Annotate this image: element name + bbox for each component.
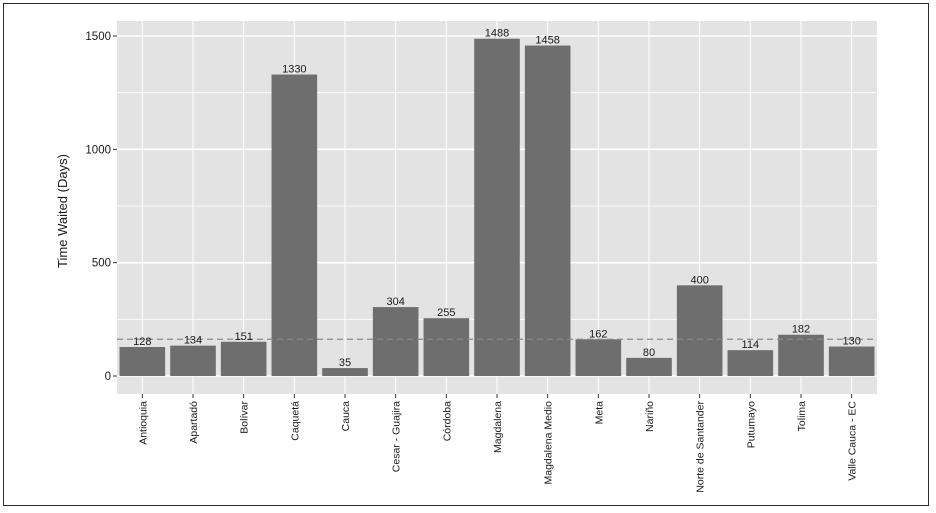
bar-chart: 128 134 151 1330 35 304 255 1488 1458 162 80 400 114… [55, 21, 877, 493]
bar [575, 339, 622, 376]
bar [170, 345, 216, 376]
data-label: 35 [339, 357, 351, 369]
bar [220, 341, 267, 376]
bar [474, 38, 520, 376]
bar [423, 318, 470, 376]
data-label: 1488 [485, 28, 509, 40]
data-label: 80 [643, 347, 655, 359]
bar [119, 346, 166, 376]
x-tick-label: Magdalena [492, 401, 504, 453]
figure-frame: 128 134 151 1330 35 304 255 1488 1458 162 80 400 114… [3, 3, 929, 506]
y-tick-label: 0 [105, 371, 111, 383]
bar [271, 74, 318, 377]
data-label: 134 [184, 335, 202, 347]
data-labels: 128 134 151 1330 35 304 255 1488 1458 162 80 400 114… [133, 28, 861, 369]
data-label: 162 [589, 328, 607, 340]
y-tick-label: 500 [92, 258, 111, 270]
bar [778, 334, 824, 376]
x-tick-label: Cauca [340, 401, 352, 432]
y-axis-label: Time Waited (Days) [55, 154, 70, 268]
data-label: 130 [842, 336, 860, 348]
data-label: 114 [742, 339, 760, 351]
y-tick-label: 1000 [85, 144, 111, 156]
bar [626, 357, 672, 376]
bars [119, 38, 875, 377]
x-axis: Antioquia Apartadó Bolívar Caquetá Cauca Cesa… [137, 394, 859, 493]
x-tick-label: Norte de Santander [695, 401, 707, 493]
bar [676, 285, 723, 376]
x-tick-label: Tolima [796, 401, 808, 432]
bar [322, 368, 368, 376]
y-axis: 0 500 1000 1500 [85, 31, 117, 383]
x-tick-label: Córdoba [441, 401, 453, 441]
data-label: 128 [133, 336, 151, 348]
x-tick-label: Caquetá [289, 401, 301, 441]
data-label: 255 [437, 307, 455, 319]
bar [828, 346, 875, 376]
data-label: 182 [792, 324, 810, 336]
y-tick-label: 1500 [85, 31, 111, 43]
data-label: 304 [386, 296, 404, 308]
x-tick-label: Bolívar [239, 401, 251, 434]
data-label: 1330 [282, 64, 306, 76]
x-tick-label: Nariño [644, 401, 656, 432]
x-tick-label: Putumayo [745, 401, 757, 448]
x-tick-label: Valle Cauca - EC [847, 401, 859, 481]
bar [372, 307, 419, 376]
x-tick-label: Antioquia [137, 401, 149, 445]
data-label: 1458 [535, 35, 559, 47]
bar [524, 45, 571, 377]
x-tick-label: Apartadó [188, 401, 200, 444]
x-tick-label: Meta [593, 401, 605, 425]
x-tick-label: Cesar - Guajira [391, 401, 403, 472]
bar [727, 350, 774, 376]
x-tick-label: Magdalena Medio [543, 401, 555, 485]
data-label: 151 [234, 331, 252, 343]
data-label: 400 [690, 274, 708, 286]
